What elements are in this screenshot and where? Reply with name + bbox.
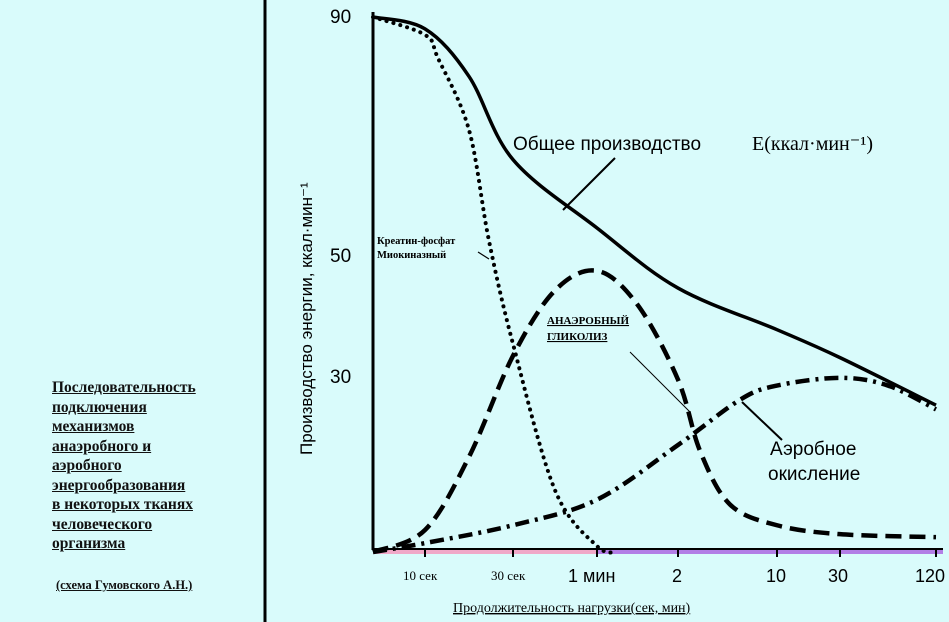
y-tick-label: 50 (330, 246, 351, 267)
x-tick-label: 2 (672, 566, 682, 586)
x-tick-label: 1 мин (568, 566, 615, 586)
caption-line: подключения (52, 398, 147, 416)
caption-line: аэробного (52, 457, 122, 474)
aerobic-label: окисление (768, 464, 860, 485)
series-line-dash-dot (372, 375, 938, 555)
caption-line: анаэробного и (52, 437, 152, 455)
caption-line: человеческого (52, 515, 153, 533)
x-tick-label: 30 (828, 566, 848, 586)
anaerobic-band (373, 549, 597, 554)
y-axis-label: Производство энергии, ккал·мин⁻¹ (297, 182, 316, 455)
creatine-leader-line (477, 251, 490, 260)
y-tick-label: 90 (330, 7, 351, 28)
glycolysis-label: АНАЭРОБНЫЙ (547, 315, 629, 327)
series-line-solid (372, 15, 937, 407)
x-tick-label: 120 (915, 566, 945, 586)
aerobic-leader-line (741, 401, 783, 441)
aerobic-band (597, 549, 943, 554)
series-line-dashed (372, 268, 937, 555)
total-unit-label: E(ккал·мин⁻¹) (752, 133, 873, 155)
creatine-label: Креатин-фосфат (377, 236, 456, 247)
caption: Последовательность подключения механизмо… (52, 378, 252, 554)
caption-line: Последовательность (52, 379, 196, 396)
y-tick-label: 30 (330, 367, 351, 388)
creatine-label: Миокиназный (377, 250, 446, 261)
caption-line: организма (52, 535, 126, 552)
x-axis-label: Продолжительность нагрузки(сек, мин) (453, 601, 691, 616)
total-leader-line (562, 157, 616, 211)
x-tick-label: 10 сек (403, 568, 438, 583)
caption-line: механизмов (52, 418, 135, 435)
caption-line: энергообразования (52, 476, 186, 494)
aerobic-label: Аэробное (770, 439, 856, 460)
caption-credit: (схема Гумовского А.Н.) (56, 578, 193, 592)
x-tick-label: 10 (766, 566, 786, 586)
caption-line: в некоторых тканях (52, 496, 193, 513)
glycolysis-leader-line (629, 351, 691, 413)
series-line-dotted (371, 15, 620, 555)
x-tick-label: 30 сек (491, 568, 526, 583)
glycolysis-label: ГЛИКОЛИЗ (547, 331, 608, 343)
total-label: Общее производство (513, 134, 701, 155)
